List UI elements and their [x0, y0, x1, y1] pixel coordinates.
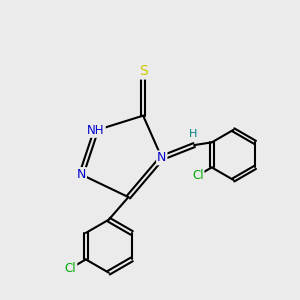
- Text: Cl: Cl: [192, 169, 203, 182]
- Text: H: H: [188, 129, 197, 139]
- Text: S: S: [139, 64, 148, 79]
- Text: NH: NH: [87, 124, 105, 137]
- Text: N: N: [76, 168, 86, 181]
- Text: N: N: [157, 152, 167, 164]
- Text: Cl: Cl: [65, 262, 76, 275]
